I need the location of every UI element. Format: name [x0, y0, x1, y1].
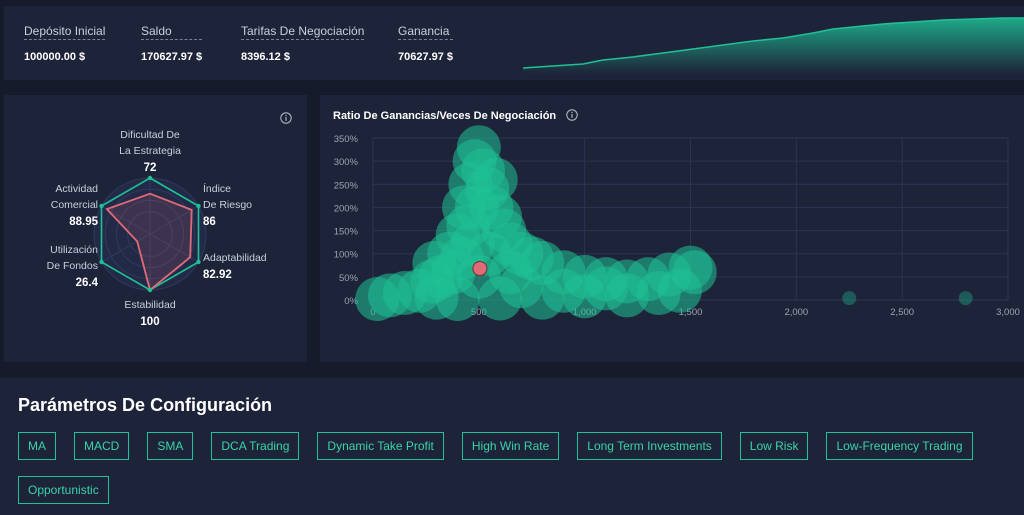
- sparkline-line: [523, 17, 1024, 69]
- radar-metric-label: De Fondos: [47, 260, 98, 272]
- radar-metric-label: Comercial: [51, 199, 98, 211]
- tag-list: MA MACD SMA DCA Trading Dynamic Take Pro…: [18, 432, 1008, 504]
- stat-value: 8396.12 $: [241, 51, 290, 63]
- x-tick-label: 1,500: [679, 307, 703, 318]
- radar-metric-value: 88.95: [69, 216, 98, 228]
- scatter-point: [636, 271, 681, 316]
- radar-vertex: [147, 175, 153, 181]
- balance-sparkline: [523, 17, 1024, 74]
- scatter-point: [541, 268, 586, 313]
- tag-opportunistic[interactable]: Opportunistic: [18, 476, 109, 504]
- radar-vertex: [147, 287, 153, 293]
- tag-dynamic-take-profit[interactable]: Dynamic Take Profit: [317, 432, 444, 460]
- tag-ma[interactable]: MA: [18, 432, 56, 460]
- radar-spoke: [149, 205, 199, 235]
- tag-high-win-rate[interactable]: High Win Rate: [461, 432, 560, 460]
- radar-metric-label: Dificultad De: [120, 129, 180, 141]
- tag-low-frequency-trading[interactable]: Low-Frequency Trading: [826, 432, 973, 460]
- scatter-point: [473, 157, 518, 202]
- scatter-point: [583, 266, 628, 311]
- radar-metric-label: Índice: [203, 182, 231, 195]
- radar-vertex: [196, 203, 201, 209]
- stat-label[interactable]: Saldo: [141, 24, 203, 40]
- x-tick-label: 2,000: [784, 307, 808, 318]
- y-tick-label: 200%: [334, 203, 359, 214]
- y-tick-label: 300%: [334, 157, 359, 168]
- scatter-point-outlier: [958, 291, 973, 306]
- y-tick-label: 0%: [344, 296, 358, 307]
- stat-profit: Ganancia 70627.97 $: [398, 24, 454, 63]
- info-icon[interactable]: [566, 109, 578, 121]
- stats-panel: Depósito Inicial 100000.00 $ Saldo 17062…: [4, 6, 1024, 80]
- stat-value: 170627.97 $: [141, 51, 203, 63]
- y-tick-label: 100%: [334, 250, 359, 261]
- tag-macd[interactable]: MACD: [74, 432, 130, 460]
- stat-trading-fees: Tarifas De Negociación 8396.12 $: [241, 24, 365, 63]
- stat-label[interactable]: Ganancia: [398, 24, 454, 40]
- radar-vertex: [196, 259, 201, 265]
- parameters-panel: Parámetros De Configuración MA MACD SMA …: [0, 378, 1024, 515]
- radar-spoke: [101, 205, 151, 235]
- tag-sma[interactable]: SMA: [147, 432, 194, 460]
- radar-metric-value: 100: [140, 316, 159, 328]
- y-tick-label: 350%: [334, 134, 359, 145]
- sparkline-area: [523, 18, 1024, 74]
- radar-metric-label: De Riesgo: [203, 199, 252, 211]
- y-tick-label: 50%: [339, 273, 359, 284]
- tag-dca-trading[interactable]: DCA Trading: [211, 432, 300, 460]
- y-tick-label: 250%: [334, 180, 359, 191]
- x-tick-label: 3,000: [996, 307, 1020, 318]
- x-tick-label: 500: [471, 307, 487, 318]
- tag-long-term-investments[interactable]: Long Term Investments: [577, 432, 722, 460]
- radar-metric-label: Utilización: [50, 244, 98, 256]
- radar-chart: Dificultad De La Estrategia 72 Índice De Rie…: [47, 129, 267, 328]
- stat-value: 70627.97 $: [398, 51, 454, 63]
- scatter-panel: Ratio De Ganancias/Veces De Negociación …: [320, 95, 1024, 362]
- radar-metric-label: La Estrategia: [119, 145, 181, 157]
- stat-value: 100000.00 $: [24, 51, 86, 63]
- radar-metric-label: Actividad: [55, 183, 98, 195]
- scatter-title: Ratio De Ganancias/Veces De Negociación: [333, 110, 557, 122]
- stat-initial-deposit: Depósito Inicial 100000.00 $: [24, 24, 106, 63]
- radar-spoke: [101, 233, 151, 263]
- radar-metric-label: Estabilidad: [124, 299, 176, 311]
- x-tick-label: 2,500: [890, 307, 914, 318]
- radar-metric-value: 86: [203, 216, 216, 228]
- radar-vertex: [99, 203, 104, 209]
- scatter-point: [414, 275, 459, 320]
- scatter-point-strategy[interactable]: [472, 261, 488, 277]
- stat-label[interactable]: Depósito Inicial: [24, 24, 106, 40]
- radar-vertex: [99, 259, 104, 265]
- stat-balance: Saldo 170627.97 $: [141, 24, 203, 63]
- tag-low-risk[interactable]: Low Risk: [739, 432, 809, 460]
- parameters-title: Parámetros De Configuración: [18, 395, 273, 415]
- y-tick-label: 150%: [334, 227, 359, 238]
- radar-metric-value: 26.4: [76, 277, 99, 289]
- radar-metric-value: 82.92: [203, 269, 232, 281]
- radar-panel: Dificultad De La Estrategia 72 Índice De Rie…: [4, 95, 307, 362]
- scatter-chart: 0%50%100%150%200%250%300%350%05001,0001,…: [334, 125, 1020, 322]
- info-icon[interactable]: [280, 112, 292, 124]
- radar-metric-value: 72: [144, 162, 157, 174]
- stat-label[interactable]: Tarifas De Negociación: [241, 24, 365, 40]
- scatter-point-outlier: [842, 291, 857, 306]
- radar-metric-label: Adaptabilidad: [203, 252, 267, 264]
